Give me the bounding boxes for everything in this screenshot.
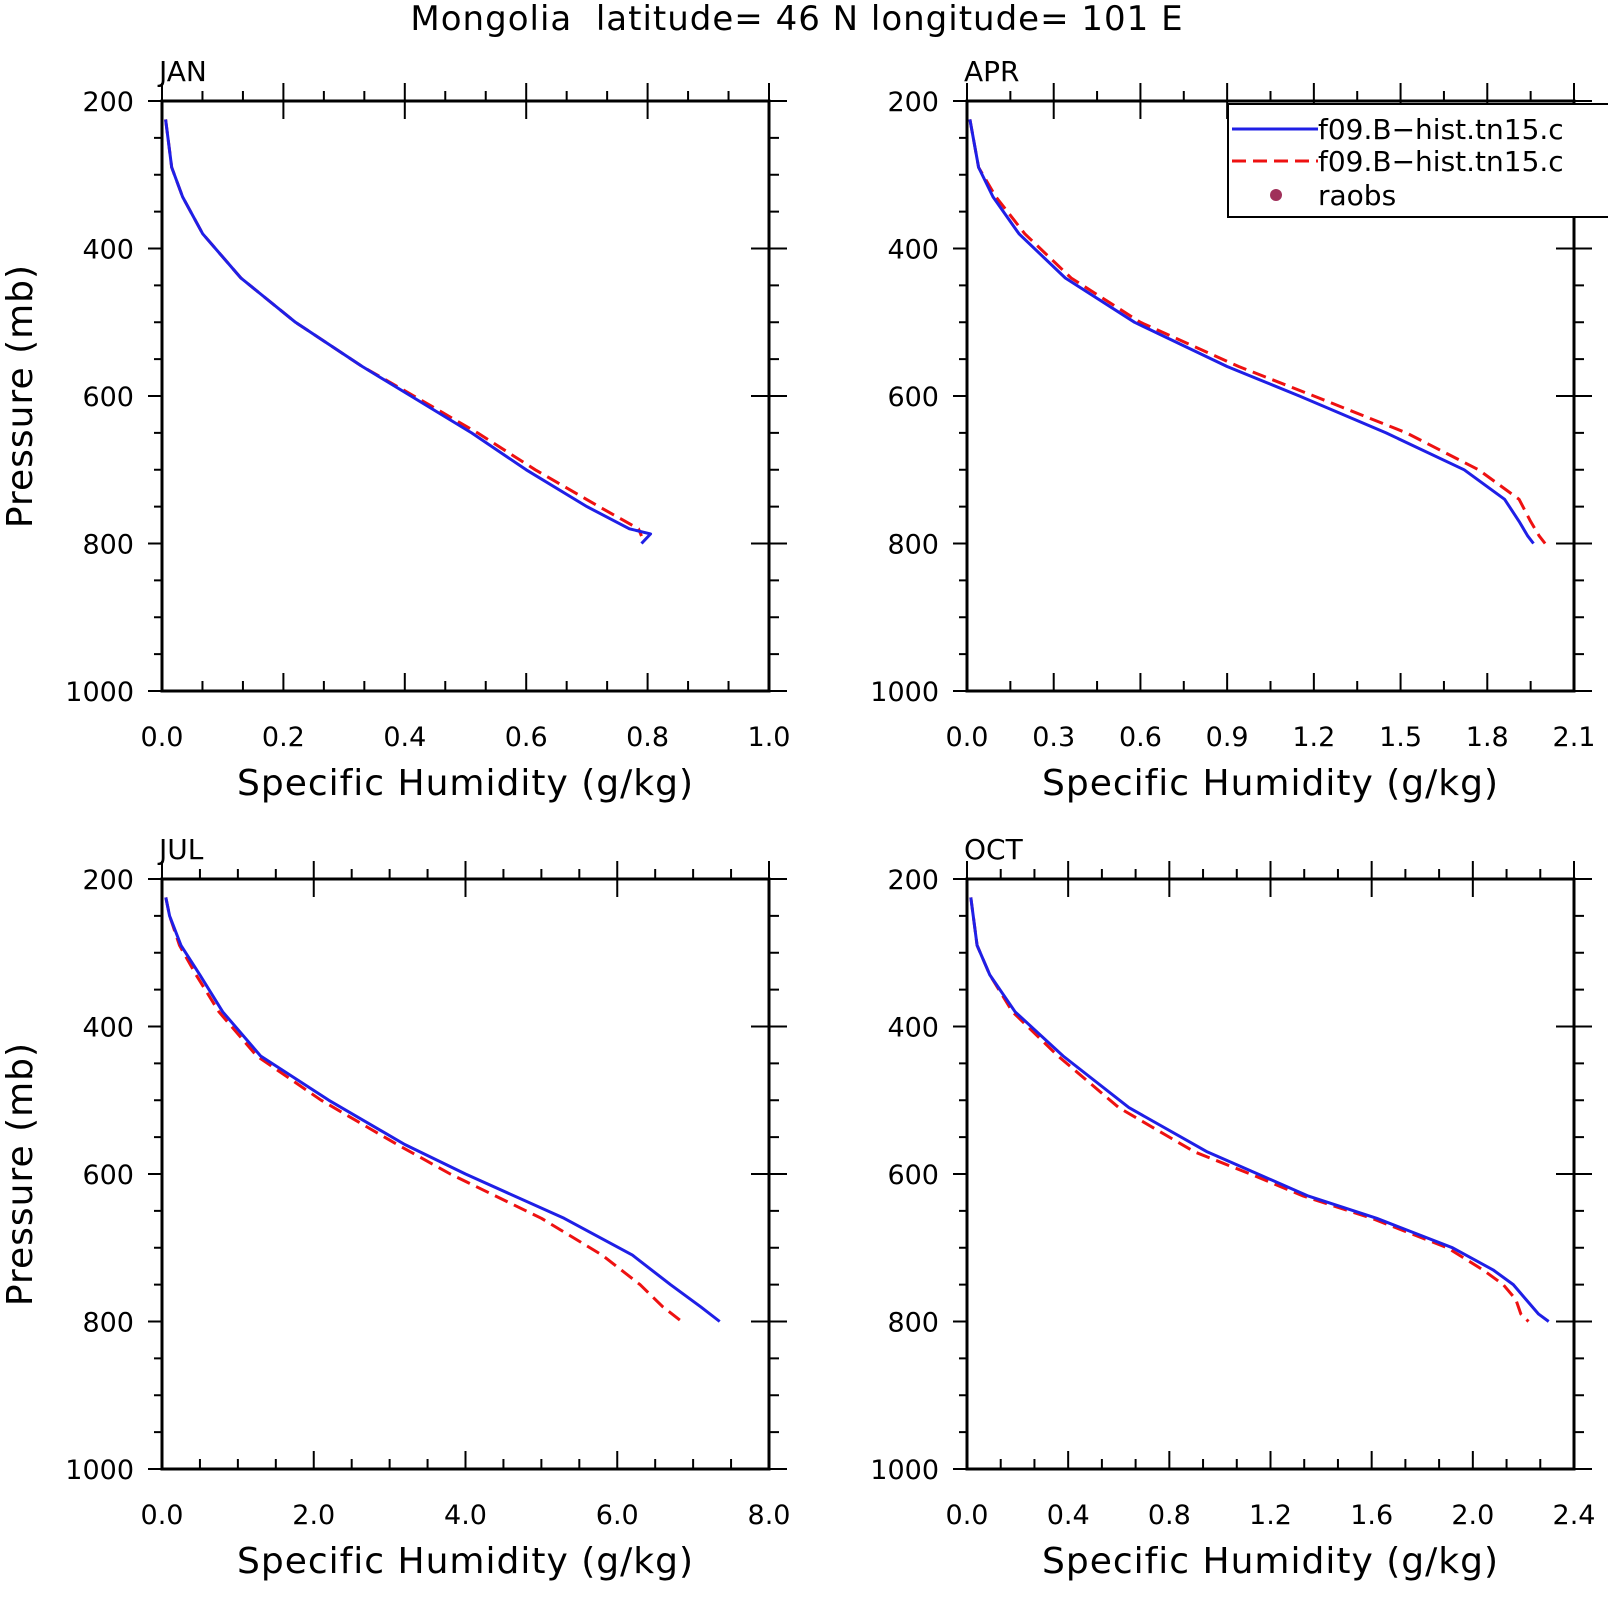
y-tick-label: 1000 <box>65 1455 134 1486</box>
series-line-dashed-apr <box>968 119 1547 545</box>
series-line-dashed-jan <box>164 119 643 537</box>
x-tick-label: 2.1 <box>1553 722 1596 753</box>
panel-label-jan: JAN <box>157 55 207 88</box>
x-tick-label: 6.0 <box>596 1500 639 1531</box>
x-tick-label: 8.0 <box>748 1500 791 1531</box>
y-tick-label: 400 <box>887 235 939 266</box>
y-tick-label: 600 <box>887 382 939 413</box>
x-tick-label: 2.4 <box>1553 1500 1596 1531</box>
y-tick-label: 200 <box>82 865 134 896</box>
series-line-solid-jan <box>164 119 653 545</box>
plot-frame <box>965 877 1576 1471</box>
y-tick-label: 400 <box>82 235 134 266</box>
series-line-solid-jul <box>164 897 721 1323</box>
x-tick-label: 2.0 <box>1451 1500 1494 1531</box>
x-tick-label: 0.0 <box>141 1500 184 1531</box>
x-tick-label: 0.6 <box>1119 722 1162 753</box>
legend-swatch-dot <box>1270 189 1282 201</box>
x-tick-label: 0.0 <box>141 722 184 753</box>
plot-frame <box>160 99 771 693</box>
x-axis-title: Specific Humidity (g/kg) <box>1042 1541 1499 1582</box>
y-tick-label: 200 <box>887 865 939 896</box>
x-tick-label: 1.6 <box>1350 1500 1393 1531</box>
x-tick-label: 1.0 <box>748 722 791 753</box>
x-tick-label: 1.2 <box>1292 722 1335 753</box>
series-line-dashed-jul <box>164 897 683 1323</box>
x-tick-label: 0.2 <box>262 722 305 753</box>
y-tick-label: 800 <box>887 1308 939 1339</box>
x-tick-label: 4.0 <box>444 1500 487 1531</box>
y-tick-label: 200 <box>82 87 134 118</box>
x-axis-title: Specific Humidity (g/kg) <box>237 1541 694 1582</box>
x-tick-label: 0.8 <box>1148 1500 1191 1531</box>
series-line-solid-apr <box>968 119 1535 545</box>
y-axis-title: Pressure (mb) <box>0 1042 41 1306</box>
y-tick-label: 200 <box>887 87 939 118</box>
x-tick-label: 0.9 <box>1206 722 1249 753</box>
legend-label-1: f09.B−hist.tn15.c <box>1318 113 1564 146</box>
panel-label-jul: JUL <box>157 833 204 866</box>
panel-label-apr: APR <box>964 55 1020 88</box>
x-tick-label: 1.2 <box>1249 1500 1292 1531</box>
y-axis-title: Pressure (mb) <box>0 264 41 528</box>
y-tick-label: 1000 <box>65 677 134 708</box>
series-line-dashed-oct <box>969 897 1530 1323</box>
y-tick-label: 600 <box>887 1160 939 1191</box>
y-tick-label: 400 <box>887 1013 939 1044</box>
y-tick-label: 800 <box>82 530 134 561</box>
x-axis-title: Specific Humidity (g/kg) <box>1042 763 1499 804</box>
legend-label-3: raobs <box>1318 179 1396 212</box>
x-tick-label: 1.8 <box>1466 722 1509 753</box>
y-tick-label: 1000 <box>870 1455 939 1486</box>
panel-label-oct: OCT <box>964 833 1024 866</box>
x-axis-title: Specific Humidity (g/kg) <box>237 763 694 804</box>
y-tick-label: 400 <box>82 1013 134 1044</box>
x-tick-label: 1.5 <box>1379 722 1422 753</box>
y-tick-label: 1000 <box>870 677 939 708</box>
x-tick-label: 0.4 <box>383 722 426 753</box>
x-tick-label: 2.0 <box>292 1500 335 1531</box>
y-tick-label: 800 <box>887 530 939 561</box>
x-tick-label: 0.3 <box>1032 722 1075 753</box>
x-tick-label: 0.0 <box>946 1500 989 1531</box>
legend-label-2: f09.B−hist.tn15.c <box>1318 145 1564 178</box>
x-tick-label: 0.4 <box>1047 1500 1090 1531</box>
legend: f09.B−hist.tn15.c f09.B−hist.tn15.c raob… <box>1227 103 1608 218</box>
y-tick-label: 600 <box>82 382 134 413</box>
x-tick-label: 0.6 <box>505 722 548 753</box>
y-tick-label: 800 <box>82 1308 134 1339</box>
series-line-solid-oct <box>969 897 1550 1323</box>
main-title: Mongolia latitude= 46 N longitude= 101 E <box>410 0 1183 39</box>
legend-box <box>1227 103 1608 218</box>
y-tick-label: 600 <box>82 1160 134 1191</box>
x-tick-label: 0.8 <box>626 722 669 753</box>
x-tick-label: 0.0 <box>946 722 989 753</box>
